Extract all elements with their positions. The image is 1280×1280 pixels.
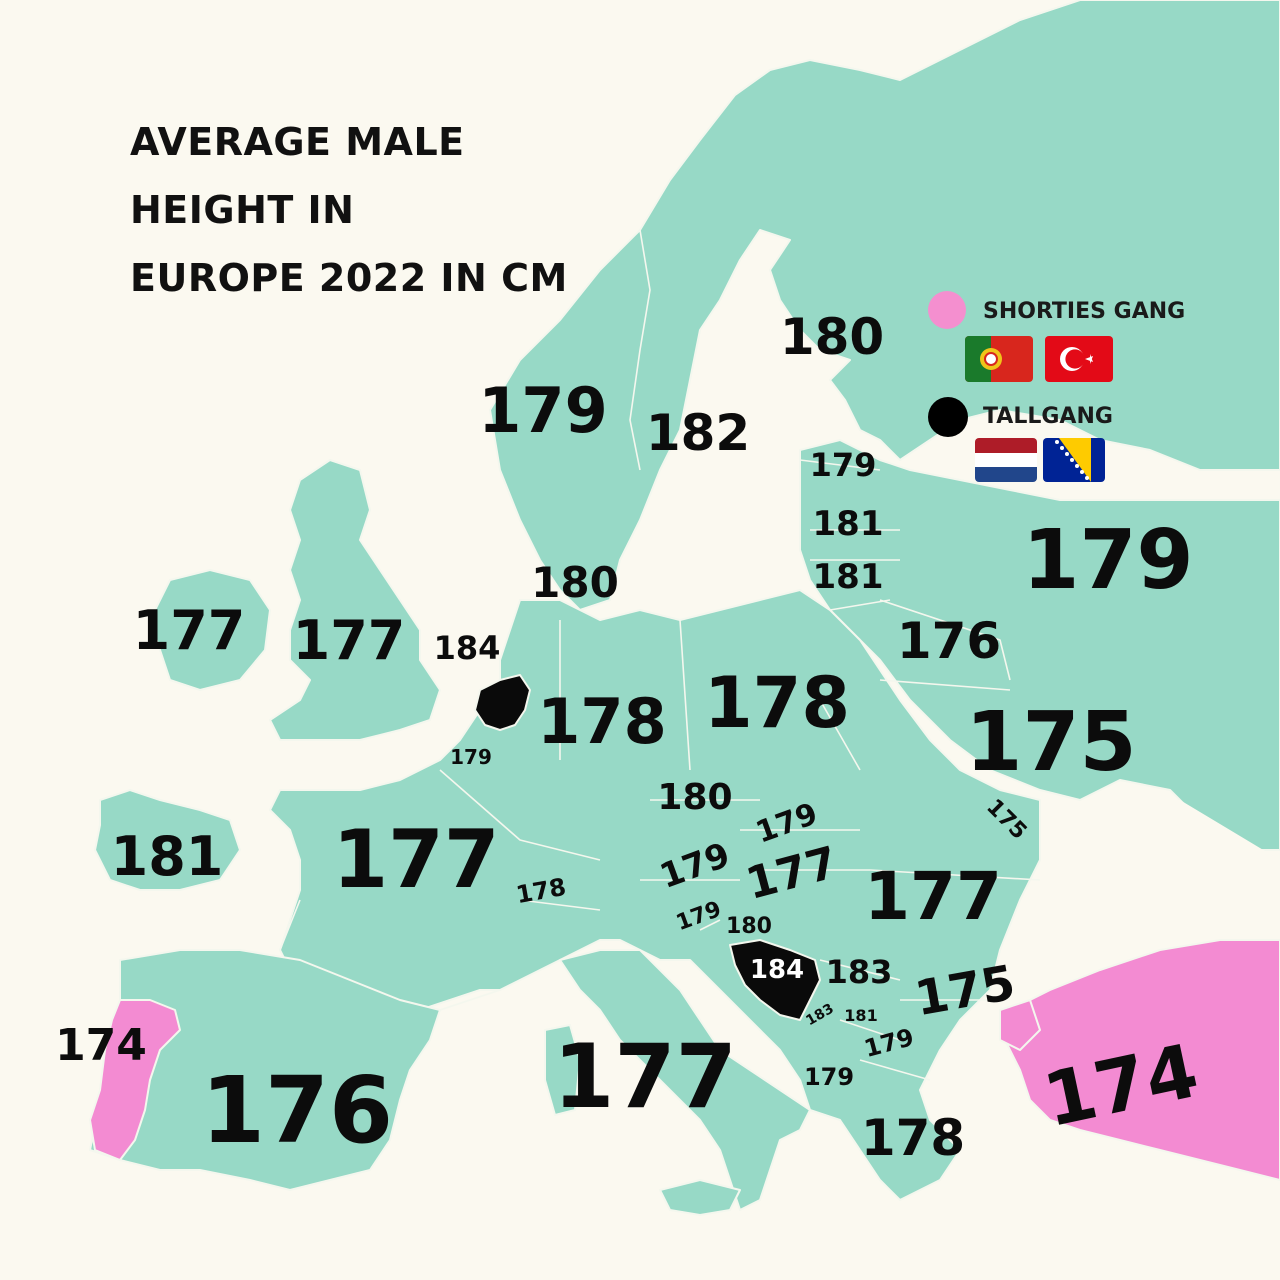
height-label-albania: 179 [803, 1063, 855, 1091]
portugal-flag-icon [965, 336, 1033, 382]
height-label-belarus: 176 [896, 612, 1002, 670]
height-label-france: 177 [332, 813, 500, 906]
land-sardinia [544, 1024, 581, 1116]
height-label-croatia: 180 [726, 914, 772, 939]
land-ireland [149, 569, 271, 691]
height-label-iceland: 181 [110, 825, 224, 888]
height-label-estonia: 179 [809, 446, 877, 484]
land-central [269, 589, 1041, 1201]
height-label-norway: 179 [478, 374, 608, 447]
turkey-flag-icon [1045, 336, 1113, 382]
height-label-germany: 178 [537, 685, 667, 758]
height-label-italy: 177 [553, 1025, 737, 1128]
title-line-3: EUROPE 2022 IN CM [130, 256, 568, 300]
height-label-lithuania: 181 [812, 557, 884, 597]
height-label-serbia: 183 [825, 953, 893, 991]
height-label-spain: 176 [200, 1057, 394, 1164]
land-uk [269, 459, 441, 741]
land-turkey [1004, 939, 1280, 1181]
height-label-uk: 177 [292, 609, 406, 672]
height-label-poland: 178 [703, 662, 851, 744]
land-italy [559, 949, 811, 1211]
land-bosnia [729, 939, 821, 1021]
height-label-ireland: 177 [132, 599, 246, 662]
shorties-dot-icon [928, 291, 966, 329]
land-thrace [999, 999, 1041, 1051]
height-label-finland: 180 [779, 308, 885, 366]
height-label-romania: 177 [864, 858, 1002, 935]
land-netherlands [474, 674, 531, 731]
legend-shorties-label: SHORTIES GANG [983, 299, 1186, 324]
bosnia-flag-icon [1043, 438, 1105, 482]
map-title: AVERAGE MALE HEIGHT IN EUROPE 2022 IN CM [130, 108, 568, 312]
height-label-bosnia: 184 [749, 955, 805, 985]
height-label-netherlands: 184 [433, 629, 501, 667]
land-scandinavia [489, 0, 1280, 611]
netherlands-flag-icon [975, 438, 1037, 482]
height-label-kosovo: 181 [844, 1006, 878, 1025]
height-label-denmark: 180 [531, 558, 619, 607]
height-label-belgium: 179 [450, 745, 492, 769]
height-label-russia: 179 [1022, 513, 1194, 608]
border-lines [279, 229, 1041, 1081]
land-portugal [89, 999, 181, 1161]
land-iceland [94, 789, 241, 891]
height-label-ukraine: 175 [965, 695, 1137, 790]
land-sicily [659, 1179, 741, 1216]
height-label-greece: 178 [860, 1109, 966, 1167]
title-line-2: HEIGHT IN [130, 188, 355, 232]
height-label-czechia: 180 [657, 777, 733, 818]
tallgang-dot-icon [928, 397, 968, 437]
height-label-latvia: 181 [812, 504, 884, 544]
black-sea [1050, 800, 1280, 930]
legend-tallgang-label: TALLGANG [983, 404, 1113, 429]
height-label-portugal: 174 [55, 1020, 147, 1071]
height-label-sweden: 182 [645, 404, 751, 462]
title-line-1: AVERAGE MALE [130, 120, 465, 164]
